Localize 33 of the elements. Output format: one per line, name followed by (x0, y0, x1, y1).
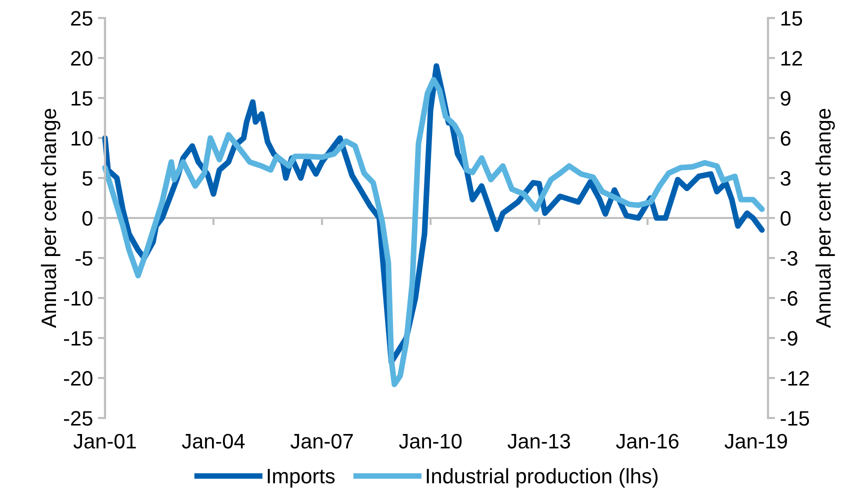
y-tick-label: 15 (72, 91, 92, 106)
y-axis-title: Annual per cent change (40, 108, 60, 328)
y2-tick-label: 12 (781, 51, 802, 66)
y2-tick-label: 0 (780, 211, 791, 226)
y2-tick-label: 9 (780, 91, 790, 106)
y-tick-label: 20 (71, 51, 92, 66)
y2-tick-label: -12 (780, 371, 809, 386)
y-tick-label: -25 (64, 411, 92, 426)
y2-tick-label: -15 (780, 411, 810, 426)
x-tick-label: Jan-10 (399, 434, 462, 449)
x-tick-label: Jan-07 (290, 434, 353, 449)
y-tick-label: 10 (72, 131, 92, 146)
y-tick-label: -15 (64, 331, 92, 346)
legend-label: Industrial production (lhs) (426, 468, 658, 488)
y-tick-label: 25 (71, 11, 92, 26)
x-tick-label: Jan-13 (508, 434, 570, 449)
y-tick-label: -20 (64, 371, 92, 386)
x-tick-label: Jan-19 (724, 434, 787, 449)
x-tick-label: Jan-01 (73, 434, 136, 449)
y2-tick-label: -3 (780, 251, 798, 266)
y2-tick-label: -6 (780, 291, 798, 306)
y2-tick-label: 3 (780, 171, 790, 186)
y-tick-label: -10 (64, 291, 92, 306)
x-tick-label: Jan-16 (616, 434, 678, 449)
y2-tick-label: 15 (781, 11, 802, 26)
y-tick-label: 0 (82, 211, 92, 226)
y-tick-label: 5 (82, 171, 92, 186)
y-tick-label: -5 (76, 251, 92, 266)
y2-tick-label: -9 (780, 331, 798, 346)
x-tick-label: Jan-04 (182, 434, 245, 449)
y2-tick-label: 6 (780, 131, 790, 146)
legend-label: Imports (268, 468, 335, 488)
y2-axis-title: Annual per cent change (815, 108, 835, 328)
